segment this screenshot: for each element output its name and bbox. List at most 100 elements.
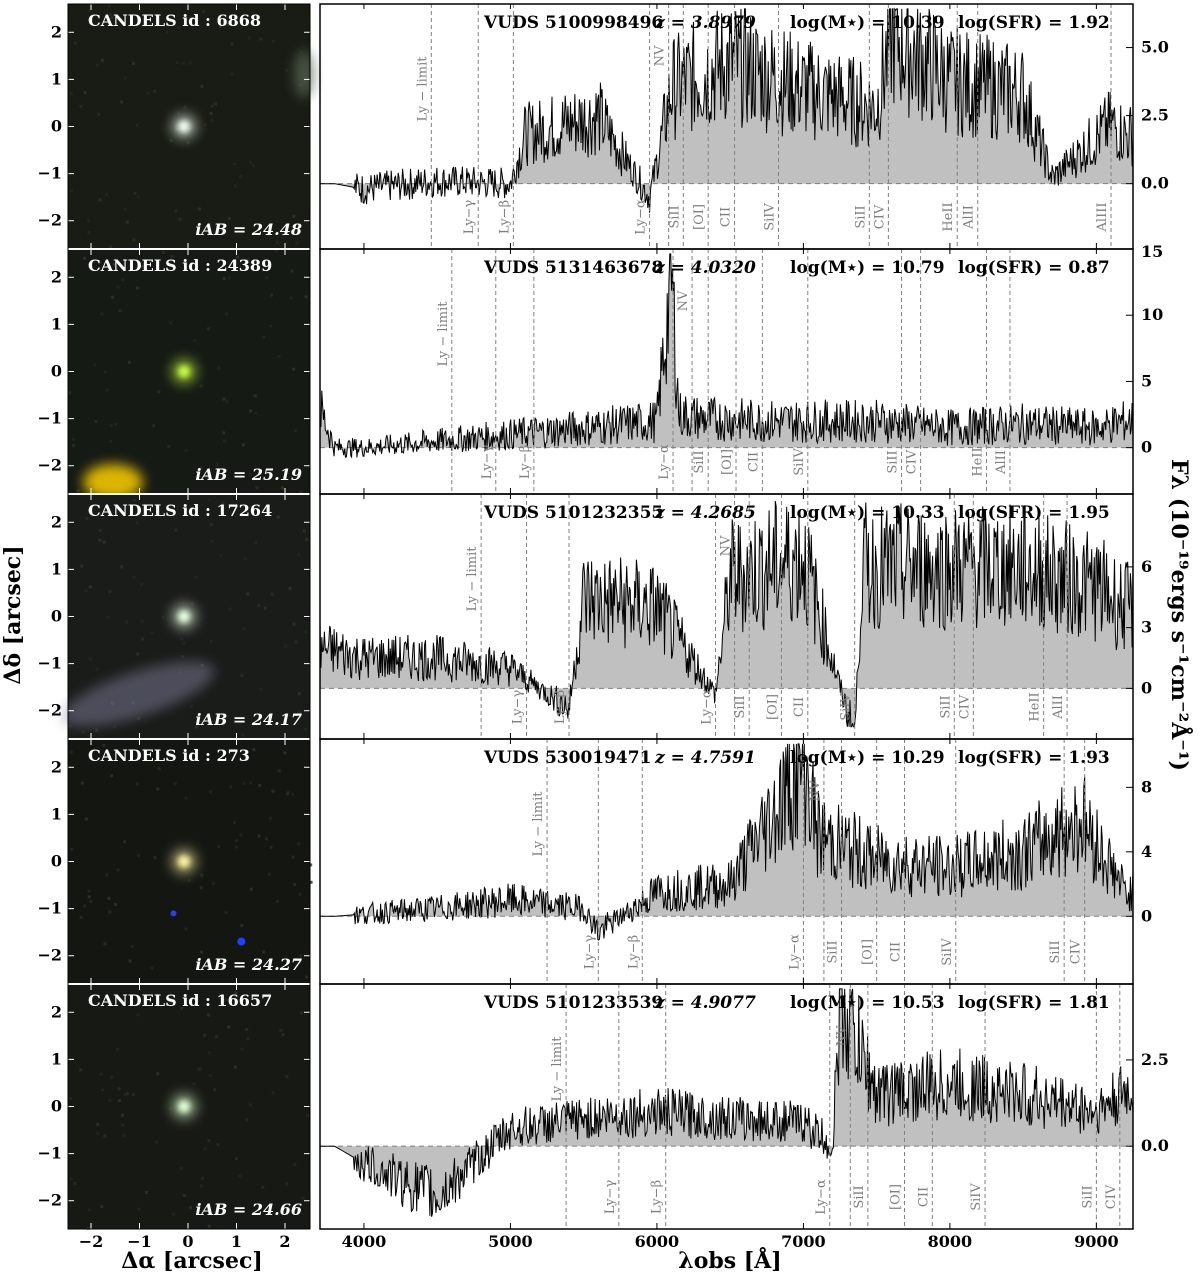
noise-speck <box>108 1098 112 1102</box>
image-y-tick-label: 2 <box>51 22 62 41</box>
spectrum-series <box>320 988 1133 1217</box>
panel-frame <box>319 983 1134 1230</box>
noise-speck <box>181 61 185 65</box>
noise-speck <box>123 207 127 211</box>
candels-id-label: CANDELS id : 17264 <box>88 501 272 520</box>
noise-speck <box>105 873 109 877</box>
noise-speck <box>217 366 221 370</box>
noise-speck <box>121 1123 125 1127</box>
panel-4: Ly − limit Ly−γ Ly−β Ly−α NV SiII [OI] CII SiIV S… <box>319 738 1134 985</box>
image-y-tick-label: −2 <box>37 211 62 230</box>
spectral-line-label: HeII <box>1028 692 1043 721</box>
noise-speck <box>79 915 83 919</box>
noise-speck <box>199 886 203 890</box>
noise-speck <box>98 538 102 542</box>
noise-speck <box>85 516 89 520</box>
noise-speck <box>303 630 307 634</box>
noise-speck <box>140 583 144 587</box>
noise-speck <box>83 91 87 95</box>
image-y-tick-label: 0 <box>51 852 62 871</box>
image-y-tick-label: 2 <box>51 757 62 776</box>
sfr-value: log(SFR) = 1.81 <box>958 993 1110 1013</box>
noise-speck <box>210 104 214 108</box>
galaxy-stamp-2: CANDELS id : 24389 iAB = 25.19 <box>68 249 310 500</box>
noise-speck <box>290 269 294 273</box>
noise-speck <box>174 209 178 213</box>
noise-speck <box>157 767 161 771</box>
noise-speck <box>294 640 298 644</box>
image-y-tick-label: 0 <box>51 1097 62 1116</box>
noise-speck <box>177 26 180 30</box>
spectrum-fill <box>320 988 1133 1217</box>
noise-speck <box>190 704 193 708</box>
spectral-line-label: CII <box>792 697 807 717</box>
neighbor-source <box>61 661 215 727</box>
spectral-line-label: Ly−α <box>814 1179 829 1215</box>
galaxy-core <box>178 1100 190 1113</box>
noise-speck <box>259 687 263 691</box>
noise-speck <box>107 4 111 8</box>
sfr-value: log(SFR) = 0.87 <box>958 258 1110 278</box>
image-x-tick-label: 0 <box>182 1232 193 1251</box>
noise-speck <box>127 360 131 364</box>
noise-speck <box>261 1185 265 1189</box>
noise-speck <box>304 295 308 299</box>
iab-magnitude-label: iAB = 24.27 <box>195 955 302 974</box>
noise-speck <box>245 1118 249 1122</box>
spectral-line-label: SiII <box>692 450 707 473</box>
noise-speck <box>177 111 181 115</box>
y-tick-label: 5 <box>1141 371 1152 390</box>
spectral-line-label: Ly−α <box>657 444 672 480</box>
noise-speck <box>153 856 157 860</box>
image-y-tick-label: −2 <box>37 946 62 965</box>
x-tick-label: 7000 <box>781 1232 826 1251</box>
spectral-line-label: SiII <box>852 1185 867 1208</box>
noise-speck <box>227 22 231 26</box>
galaxy-stamp-3: CANDELS id : 17264 iAB = 24.17 <box>61 494 310 739</box>
noise-speck <box>297 710 301 714</box>
noise-speck <box>210 539 214 543</box>
image-y-tick-label: 2 <box>51 267 62 286</box>
noise-speck <box>121 278 125 282</box>
image-x-tick-label: 2 <box>279 1232 290 1251</box>
noise-speck <box>192 1082 196 1086</box>
noise-speck <box>225 312 228 316</box>
noise-speck <box>165 30 169 34</box>
spectrum-series <box>320 7 1133 213</box>
noise-speck <box>285 1075 289 1079</box>
y-tick-label: 5.0 <box>1141 38 1169 57</box>
noise-speck <box>221 501 225 505</box>
vuds-id: VUDS 530019471 <box>483 748 651 768</box>
noise-speck <box>79 1068 83 1072</box>
noise-speck <box>136 1013 140 1017</box>
noise-speck <box>248 160 252 164</box>
noise-speck <box>227 1025 230 1029</box>
noise-speck <box>131 1093 135 1097</box>
panel-2: Ly − limit Ly−γ Ly−β Ly−α NV SiII [OI] CII SiIV S… <box>319 248 1134 495</box>
noise-speck <box>275 241 279 245</box>
noise-speck <box>203 123 207 127</box>
image-y-tick-label: −2 <box>37 701 62 720</box>
noise-speck <box>232 162 236 166</box>
noise-speck <box>118 309 122 313</box>
noise-speck <box>88 1208 91 1212</box>
image-y-tick-label: 1 <box>51 314 62 333</box>
noise-speck <box>70 848 74 851</box>
galaxy-stamp-5: CANDELS id : 16657 iAB = 24.66 <box>68 984 310 1230</box>
noise-speck <box>174 528 178 532</box>
noise-speck <box>69 1177 73 1181</box>
noise-speck <box>254 411 258 415</box>
noise-speck <box>146 91 150 95</box>
noise-speck <box>98 198 102 202</box>
noise-speck <box>103 1134 107 1138</box>
noise-speck <box>302 529 306 533</box>
image-y-tick-label: 1 <box>51 69 62 88</box>
noise-speck <box>298 892 302 896</box>
y-tick-label: 4 <box>1141 842 1152 861</box>
noise-speck <box>297 692 301 696</box>
noise-speck <box>239 174 243 178</box>
noise-speck <box>169 321 173 325</box>
noise-speck <box>301 1196 305 1200</box>
noise-speck <box>288 586 292 590</box>
noise-speck <box>242 627 246 631</box>
